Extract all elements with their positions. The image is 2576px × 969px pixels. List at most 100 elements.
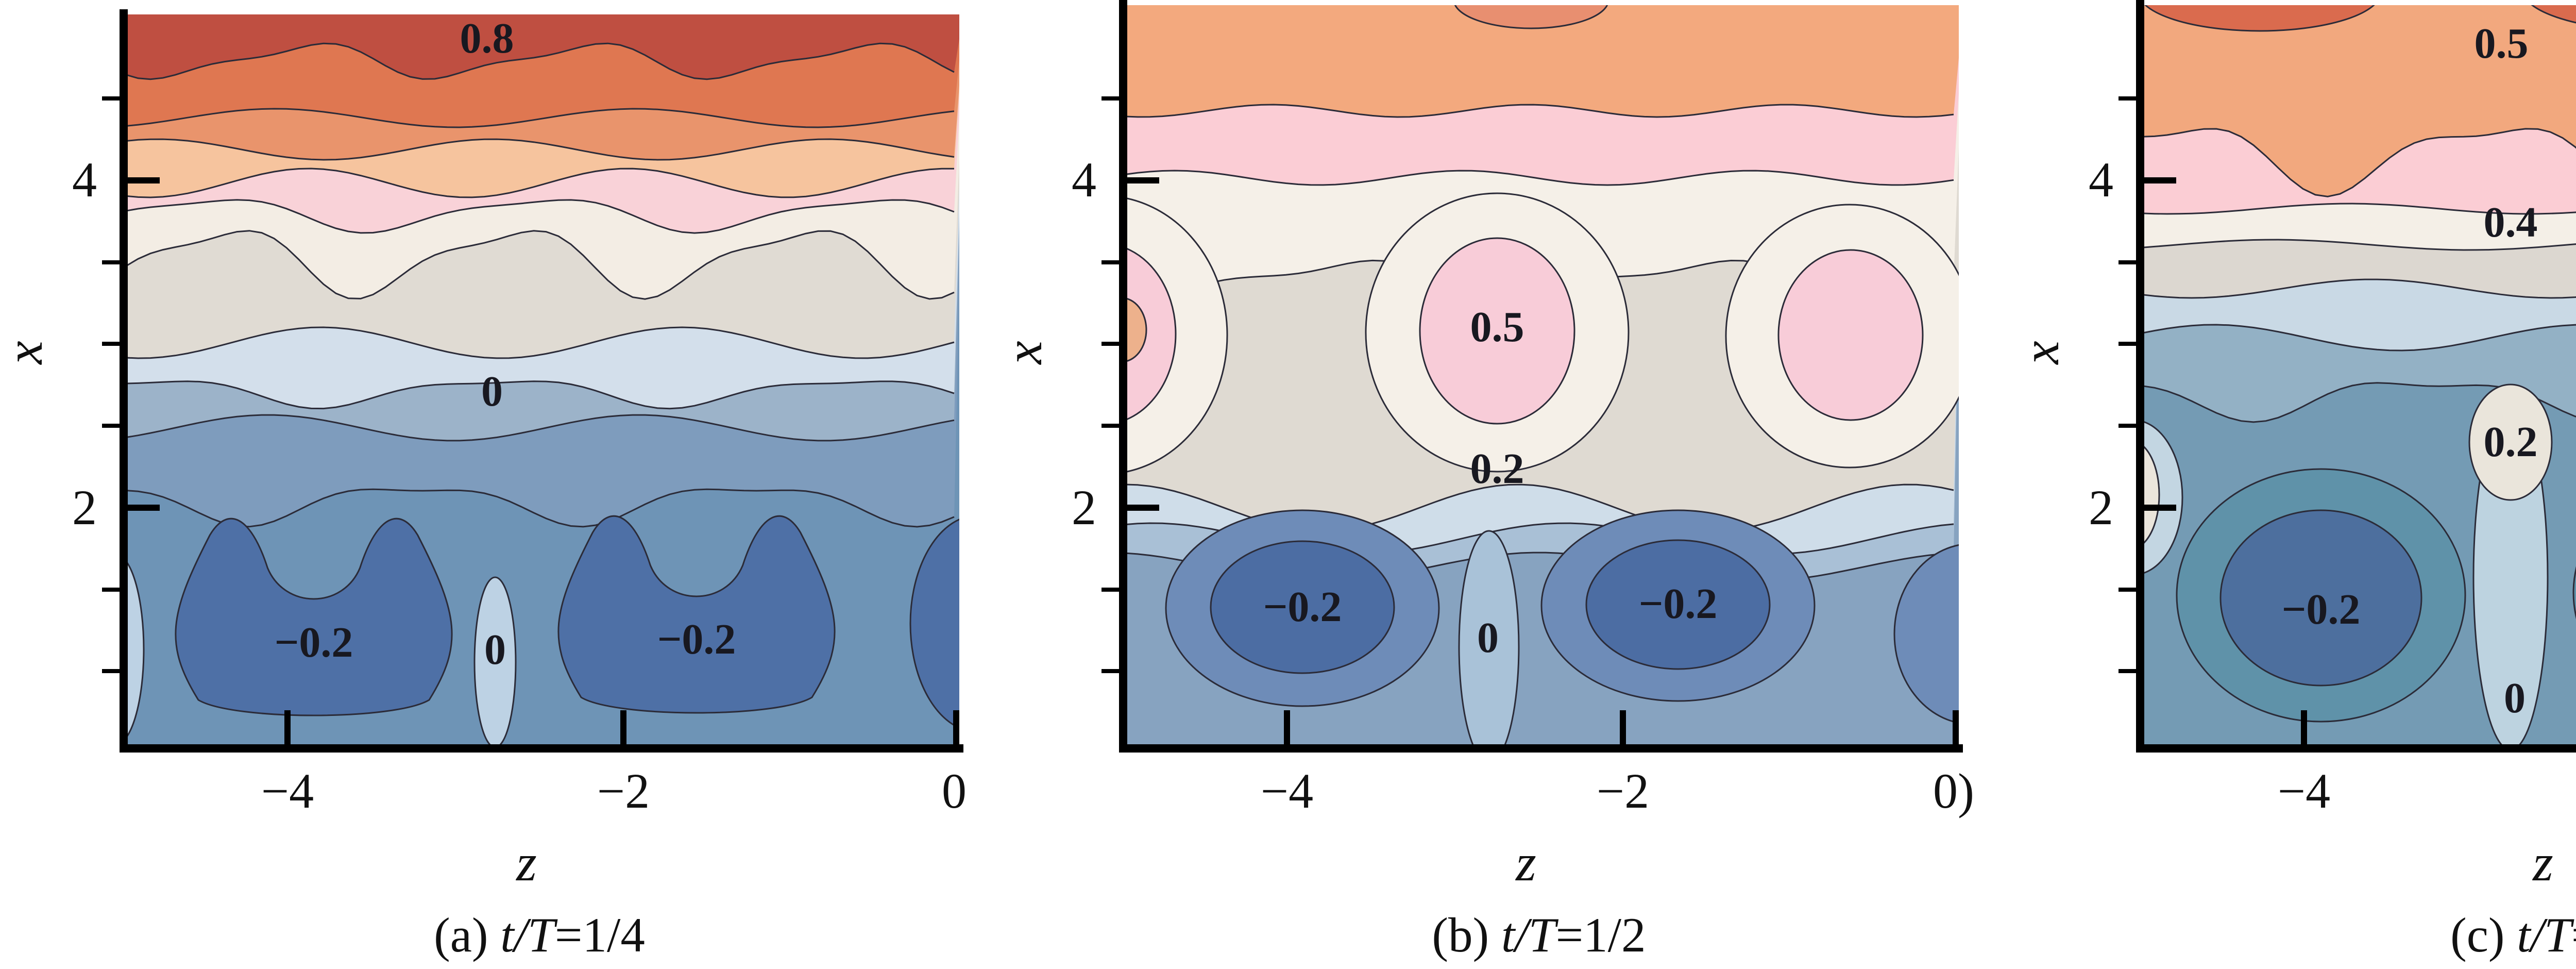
tick-mark	[128, 505, 160, 511]
x-tick-label: −2	[597, 763, 650, 818]
contour-line	[120, 42, 955, 80]
y-tick-label: 2	[1072, 480, 1096, 535]
tick-mark	[1284, 710, 1290, 744]
x-axis-label: z	[516, 834, 537, 892]
contour-line	[120, 108, 955, 128]
tick-mark	[1953, 710, 1959, 744]
x-axis-line	[120, 744, 963, 753]
contour-line	[120, 138, 955, 161]
x-axis-line	[2136, 744, 2576, 753]
contour-cell	[1119, 245, 1177, 423]
y-axis-line	[1119, 0, 1127, 753]
contour-plot-c	[2119, 0, 2576, 753]
y-axis-label: x	[2012, 341, 2070, 364]
contour-line	[120, 199, 955, 234]
x-axis-line	[1119, 744, 1963, 753]
contour-line	[120, 168, 955, 198]
contour-line	[120, 488, 955, 528]
minor-tick-mark	[102, 96, 124, 101]
contour-line	[2136, 203, 2576, 215]
minor-tick-mark	[2119, 669, 2140, 673]
contour-line	[2136, 278, 2576, 299]
y-tick-label: 2	[2089, 480, 2113, 535]
contour-label: 0.8	[460, 14, 514, 62]
contour-cell	[2144, 5, 2375, 32]
contour-label: −0.2	[1638, 580, 1718, 628]
tick-mark	[1620, 710, 1626, 744]
contour-line	[2136, 239, 2576, 251]
y-tick-label: 4	[72, 152, 97, 207]
contour-cell	[1210, 540, 1395, 674]
panel-c: x 4 2 −4 −2 0 z 0.5 0.4 0.2 −0.2 −0.2 0 …	[2012, 0, 2576, 969]
minor-tick-mark	[1101, 342, 1123, 346]
contour-cell	[2531, 5, 2576, 24]
contour-cell	[1419, 237, 1575, 425]
minor-tick-mark	[1101, 669, 1123, 673]
contour-label: 0.4	[2483, 198, 2538, 246]
y-tick-label: 2	[72, 480, 97, 535]
minor-tick-mark	[102, 424, 124, 428]
contour-cell	[557, 515, 836, 714]
contour-cell	[175, 517, 453, 716]
tick-mark	[2301, 710, 2307, 744]
contour-cell	[2219, 509, 2422, 687]
x-tick-label: −4	[2277, 763, 2331, 818]
contour-label: 0	[2504, 674, 2526, 722]
contour-label: −0.2	[2281, 586, 2361, 633]
contour-cell	[1893, 544, 1959, 724]
x-tick-label: −4	[1260, 763, 1314, 818]
contour-plot-b	[1101, 0, 1963, 753]
tick-mark	[1127, 505, 1159, 511]
contour-field	[1119, 5, 1959, 744]
x-tick-label: −2	[1596, 763, 1650, 818]
contour-line	[120, 380, 955, 410]
minor-tick-mark	[2119, 260, 2140, 264]
contour-label: −0.2	[274, 619, 353, 666]
contour-line	[2136, 324, 2576, 352]
contour-line	[120, 414, 955, 442]
contour-line	[1119, 104, 1954, 118]
y-axis-label: x	[0, 341, 54, 364]
contour-line	[120, 326, 955, 359]
contour-label: 0.2	[1470, 445, 1524, 493]
contour-plot-a	[102, 9, 963, 753]
tick-mark	[2144, 505, 2176, 511]
contour-line	[1119, 170, 1954, 186]
y-tick-label: 4	[2089, 152, 2113, 207]
minor-tick-mark	[1101, 260, 1123, 264]
minor-tick-mark	[102, 260, 124, 264]
contour-label: 0.5	[1470, 303, 1524, 351]
tick-mark	[2144, 177, 2176, 183]
y-tick-label: 4	[1072, 152, 1096, 207]
panel-b: x 4 2 −4 −2 0) z 0.5 0.2 −0.2 0 −0.2 (b)…	[995, 0, 1974, 969]
x-axis-label: z	[2533, 834, 2553, 892]
contour-band-fill	[1119, 5, 1959, 117]
y-axis-label: x	[995, 341, 1053, 364]
contour-line	[120, 230, 955, 300]
contour-cell	[1585, 539, 1771, 670]
x-tick-label: −4	[261, 763, 314, 818]
minor-tick-mark	[1101, 424, 1123, 428]
tick-mark	[284, 710, 291, 744]
contour-band-fill	[120, 14, 959, 79]
contour-band-fill	[2136, 5, 2576, 197]
minor-tick-mark	[2119, 96, 2140, 101]
contour-label: −0.2	[1263, 583, 1342, 631]
panel-caption: (a) t/T=1/4	[434, 908, 645, 962]
minor-tick-mark	[1101, 96, 1123, 101]
panel-caption: (c) t/T=3/4	[2450, 908, 2576, 962]
contour-field	[120, 14, 959, 744]
contour-cell	[473, 576, 517, 744]
contour-field	[2136, 5, 2576, 744]
tick-mark	[1127, 177, 1159, 183]
minor-tick-mark	[2119, 588, 2140, 592]
contour-cell	[2572, 566, 2576, 620]
y-axis-line	[120, 9, 128, 753]
contour-label: −0.2	[657, 615, 736, 663]
minor-tick-mark	[102, 342, 124, 346]
panel-caption: (b) t/T=1/2	[1432, 908, 1646, 962]
minor-tick-mark	[102, 588, 124, 592]
contour-label: 0.2	[2483, 418, 2538, 466]
tick-mark	[953, 710, 959, 744]
